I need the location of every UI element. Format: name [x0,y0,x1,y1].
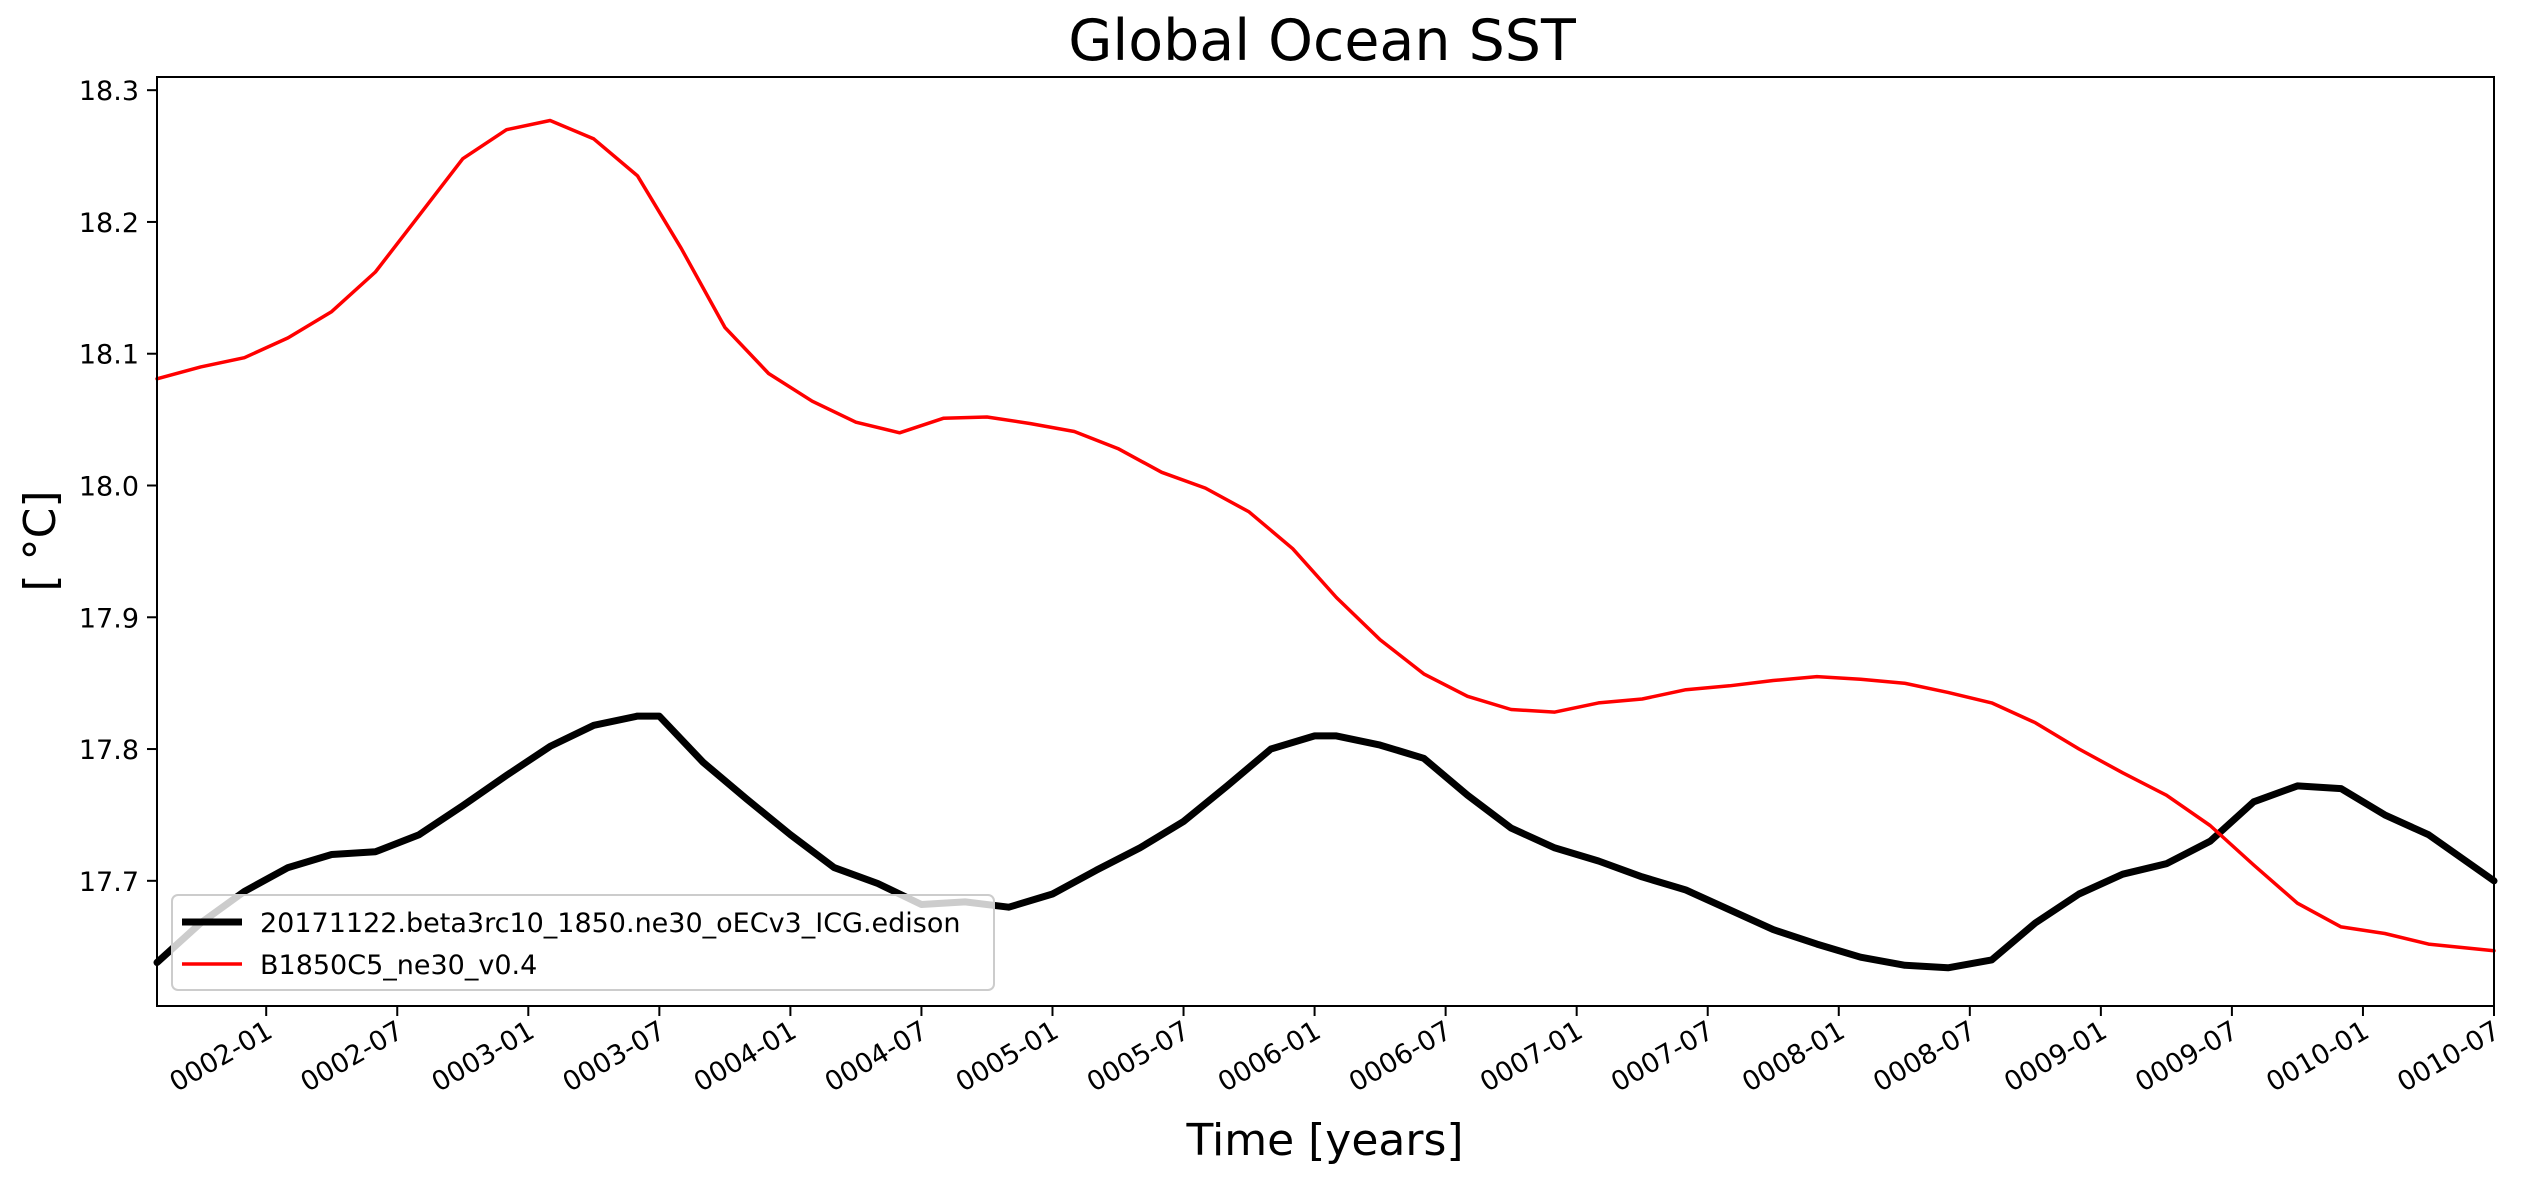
x-tick-label: 0007-01 [1475,1015,1588,1098]
x-tick-label: 0004-01 [689,1015,802,1098]
series-line-1 [153,712,2498,972]
x-tick-label: 0005-01 [951,1015,1064,1098]
x-tick-label: 0010-01 [2261,1015,2374,1098]
x-tick-label: 0008-07 [1868,1015,1981,1098]
plot-frame [156,76,2495,1007]
y-tick-label: 18.3 [79,76,139,107]
y-tick-label: 17.8 [79,735,139,766]
x-axis-label: Time [years] [1185,1115,1463,1166]
chart-title: Global Ocean SST [1068,8,1576,74]
x-tick-label: 0008-01 [1737,1015,1850,1098]
series-line-2 [155,118,2496,953]
legend-box [171,894,995,991]
x-tick-label: 0004-07 [820,1015,933,1098]
x-tick-label: 0002-01 [165,1015,278,1098]
x-tick-label: 0007-07 [1606,1015,1719,1098]
x-tick-label: 0005-07 [1082,1015,1195,1098]
y-tick-label: 18.2 [79,208,139,239]
series-layer [153,118,2498,972]
x-tick-label: 0009-01 [1999,1015,2112,1098]
y-axis-label: [ °C] [15,490,66,591]
x-tick-label: 0010-07 [2392,1015,2505,1098]
legend-label-2: B1850C5_ne30_v0.4 [260,950,537,981]
x-tick-label: 0006-07 [1344,1015,1457,1098]
x-tick-label: 0003-01 [427,1015,540,1098]
legend: 20171122.beta3rc10_1850.ne30_oECv3_ICG.e… [171,894,995,991]
y-tick-label: 17.7 [79,867,139,898]
y-tick-label: 17.9 [79,603,139,634]
x-tick-label: 0009-07 [2130,1015,2243,1098]
y-tick-label: 18.1 [79,340,139,371]
y-tick-label: 18.0 [79,471,139,502]
y-axis: 17.7 17.8 17.9 18.0 18.1 18.2 18.3 [79,76,157,898]
x-tick-label: 0003-07 [558,1015,671,1098]
x-axis: 0002-01 0002-07 0003-01 0003-07 0004-01 0004-… [165,1006,2506,1098]
x-tick-label: 0002-07 [296,1015,409,1098]
legend-label-1: 20171122.beta3rc10_1850.ne30_oECv3_ICG.e… [260,908,961,939]
x-tick-label: 0006-01 [1213,1015,1326,1098]
